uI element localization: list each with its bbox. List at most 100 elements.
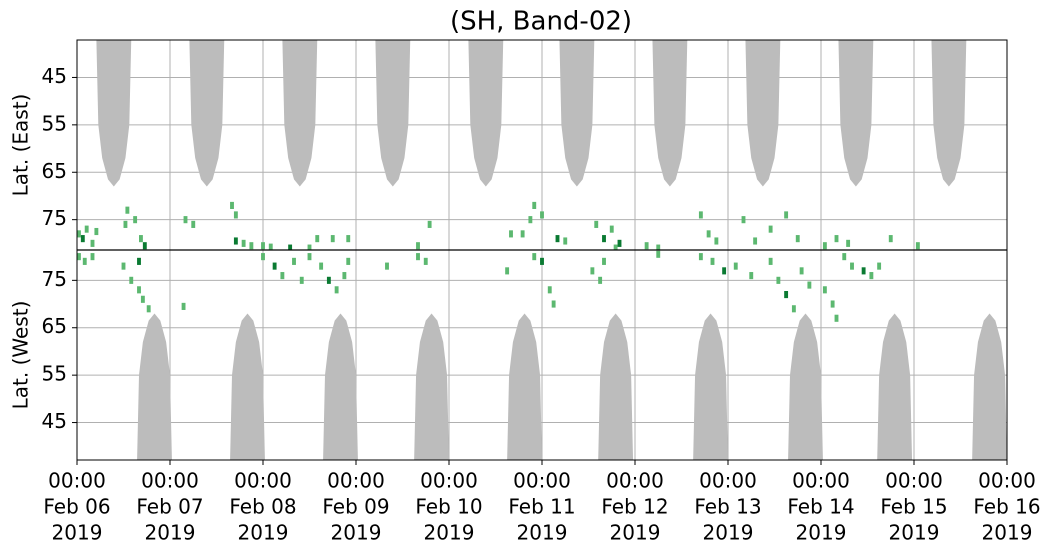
echo-cell <box>140 295 145 303</box>
echo-cell <box>137 286 141 294</box>
echo-cell <box>834 235 839 243</box>
echo-cell <box>791 305 796 313</box>
daylight-area <box>652 40 688 187</box>
echo-cell <box>768 225 773 233</box>
echo-cell <box>181 302 186 310</box>
daylight-area <box>189 40 225 187</box>
echo-cell <box>613 244 618 250</box>
echo-cell <box>807 281 812 289</box>
x-tick-label: 00:00 <box>513 469 571 493</box>
x-tick-label: Feb 15 <box>880 495 947 519</box>
daylight-area <box>468 40 504 187</box>
echo-cell <box>94 227 99 236</box>
echo-cell <box>714 237 719 245</box>
daylight-area <box>230 313 265 460</box>
echo-cell <box>795 235 800 243</box>
echo-cell <box>555 235 560 243</box>
chart-title: (SH, Band-02) <box>450 7 632 37</box>
echo-cell <box>722 267 727 275</box>
daylight-area <box>745 40 781 187</box>
echo-cell <box>80 235 85 243</box>
echo-cell <box>272 262 277 270</box>
echo-cell <box>233 211 238 219</box>
echo-cell <box>888 235 893 243</box>
x-tick-label: 2019 <box>331 521 382 545</box>
x-tick-label: Feb 10 <box>415 495 482 519</box>
echo-cell <box>315 235 320 243</box>
echo-cell <box>326 276 331 284</box>
echo-cell <box>288 244 293 250</box>
echo-cell <box>850 262 854 270</box>
x-tick-label: 2019 <box>238 521 289 545</box>
echo-cell <box>741 216 746 224</box>
x-tick-label: Feb 11 <box>508 495 575 519</box>
echo-cell <box>830 300 835 308</box>
x-tick-label: 00:00 <box>141 469 199 493</box>
echo-cell <box>319 262 324 270</box>
echo-cell <box>784 211 789 219</box>
x-tick-label: Feb 16 <box>973 495 1040 519</box>
echo-cell <box>784 291 789 299</box>
echo-cell <box>346 257 351 265</box>
daylight-area <box>838 40 874 187</box>
echo-cell <box>142 242 147 250</box>
echo-cell <box>799 267 804 275</box>
y-tick-label: 65 <box>42 159 67 183</box>
echo-cell <box>753 237 758 245</box>
x-tick-label: 00:00 <box>420 469 478 493</box>
echo-cell <box>698 211 703 219</box>
echo-cell <box>656 250 661 258</box>
echo-cell <box>598 276 603 284</box>
x-tick-label: 2019 <box>796 521 847 545</box>
daylight-area <box>282 40 318 187</box>
x-tick-label: 2019 <box>424 521 475 545</box>
echo-cell <box>915 242 920 250</box>
x-tick-label: Feb 06 <box>43 495 110 519</box>
echo-cell <box>869 272 874 280</box>
echo-cell <box>137 257 141 265</box>
echo-cell <box>330 235 335 243</box>
echo-cell <box>532 201 537 209</box>
panel-east <box>77 40 1007 250</box>
daylight-area <box>375 40 411 187</box>
daylight-area <box>507 313 542 460</box>
echo-cell <box>602 257 606 265</box>
x-tick-label: 00:00 <box>234 469 292 493</box>
echo-cell <box>292 257 296 265</box>
echo-cell <box>121 262 126 270</box>
y-axis-label: Lat. (East) <box>9 94 33 197</box>
daylight-area <box>877 313 913 460</box>
daylight-area <box>559 40 595 187</box>
x-tick-label: 00:00 <box>606 469 664 493</box>
echo-cell <box>346 235 351 243</box>
echo-cell <box>139 235 143 243</box>
echo-cell <box>594 220 599 228</box>
echo-cell <box>233 237 238 245</box>
daylight-area <box>137 313 172 460</box>
echo-cell <box>427 220 432 228</box>
echo-cell <box>423 257 428 265</box>
daylight-area <box>972 313 1007 460</box>
echo-cell <box>90 239 95 247</box>
x-tick-label: 00:00 <box>327 469 385 493</box>
x-tick-label: Feb 09 <box>322 495 389 519</box>
echo-cell <box>509 230 513 238</box>
echo-cell <box>77 253 81 261</box>
echo-cell <box>706 230 711 238</box>
y-tick-label: 55 <box>42 111 67 135</box>
echo-cell <box>129 276 134 284</box>
x-tick-label: Feb 07 <box>136 495 203 519</box>
x-tick-label: Feb 13 <box>694 495 761 519</box>
x-tick-label: 2019 <box>889 521 940 545</box>
echo-cell <box>416 242 420 250</box>
echo-cell <box>877 262 882 270</box>
x-tick-label: 2019 <box>517 521 568 545</box>
echo-cell <box>834 314 839 322</box>
echo-cell <box>241 239 246 247</box>
echo-cell <box>133 216 138 224</box>
echo-cell <box>77 230 81 238</box>
echo-cell <box>82 257 87 265</box>
echo-cell <box>768 257 773 265</box>
daylight-area <box>788 313 823 460</box>
